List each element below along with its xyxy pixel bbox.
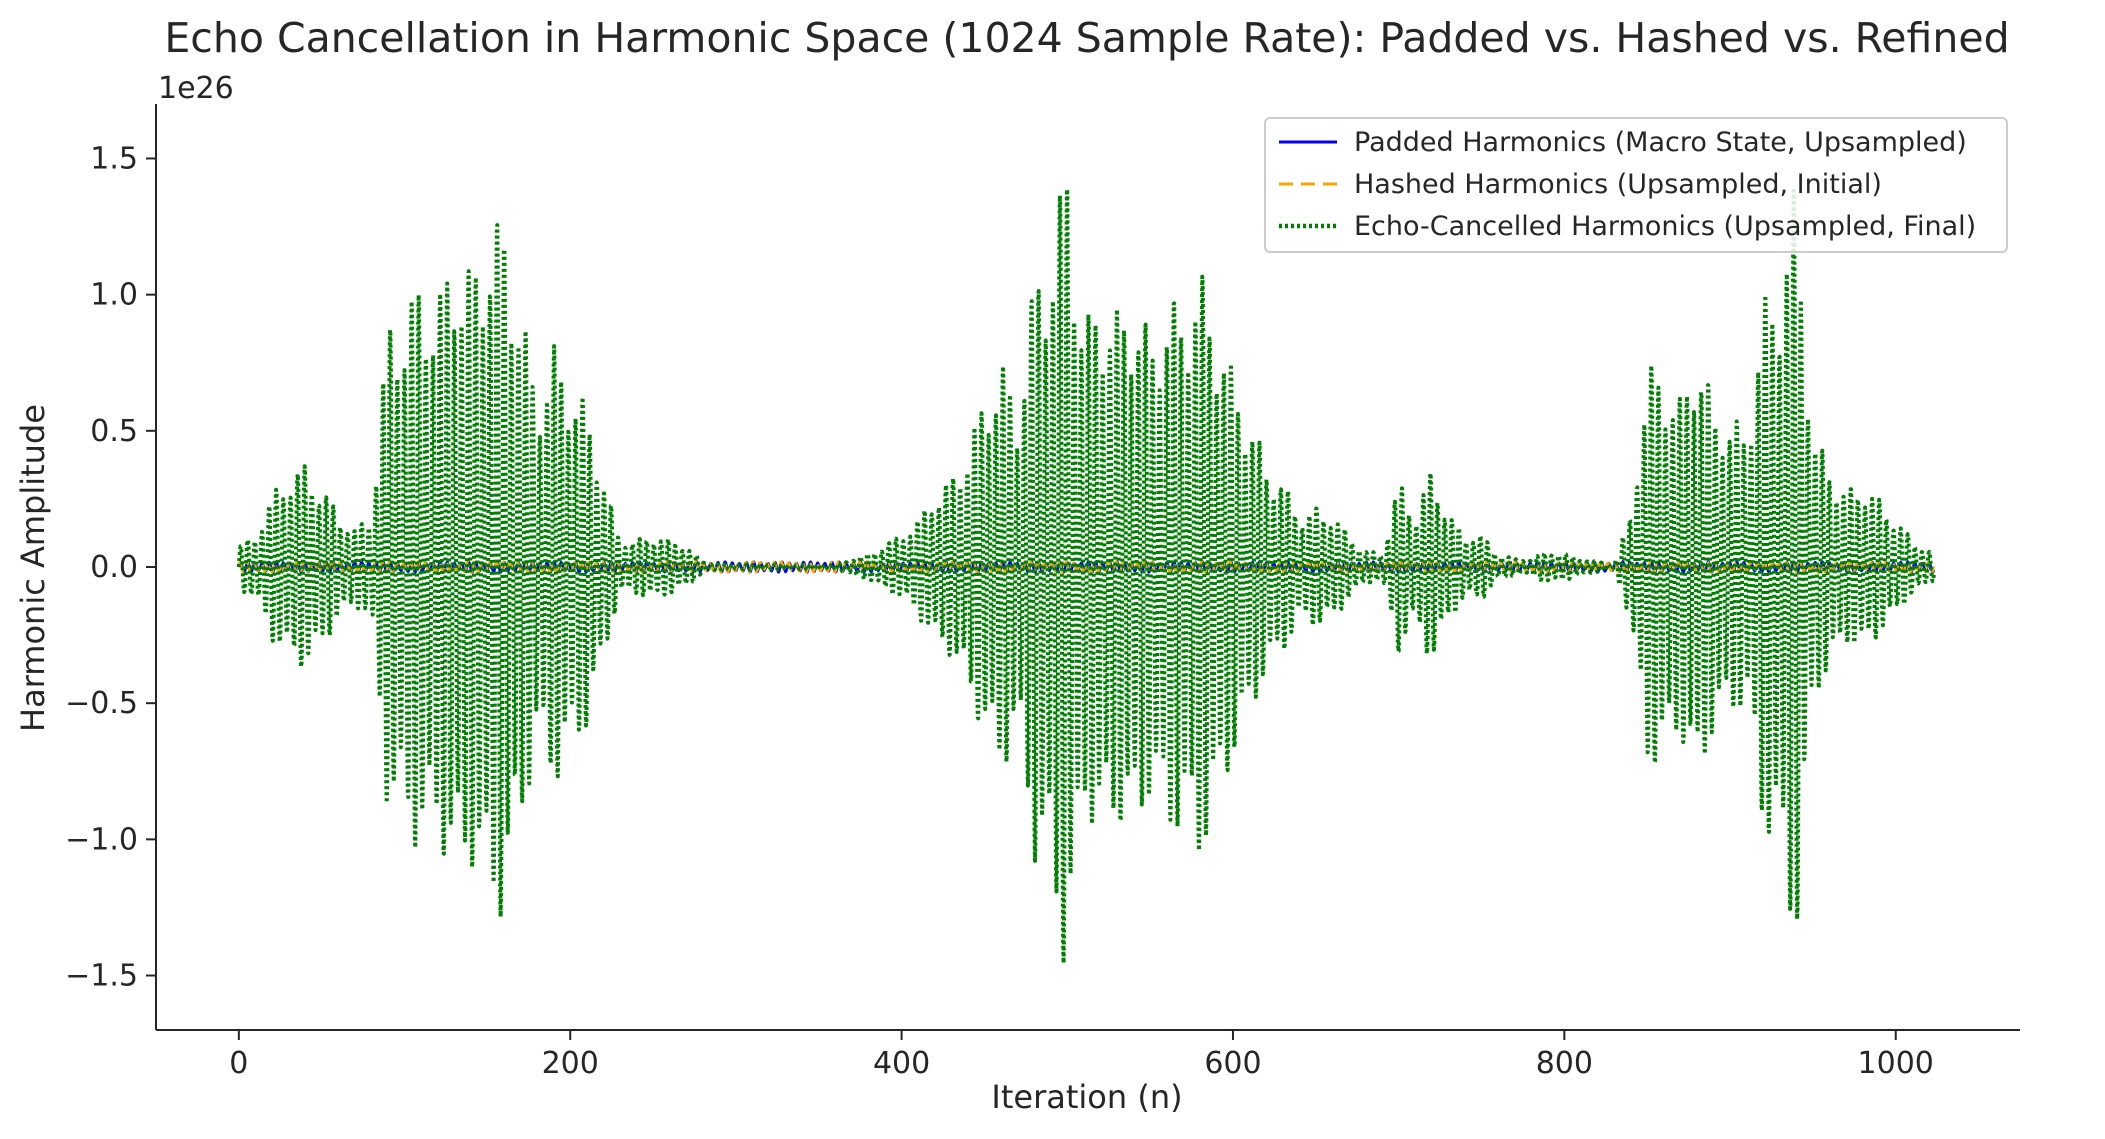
x-tick-label: 1000 bbox=[1858, 1046, 1934, 1081]
y-tick-label: 1.5 bbox=[90, 141, 138, 176]
legend-entry-label: Hashed Harmonics (Upsampled, Initial) bbox=[1354, 169, 1882, 200]
legend: Padded Harmonics (Macro State, Upsampled… bbox=[1264, 117, 2008, 253]
y-tick-label: −1.0 bbox=[65, 822, 138, 857]
y-tick-label: −1.5 bbox=[65, 959, 138, 994]
x-tick-label: 800 bbox=[1536, 1046, 1593, 1081]
series-line-3 bbox=[236, 187, 1936, 966]
y-axis-ticks: −1.5 −1.0 −0.5 0.0 0.5 1.0 1.5 bbox=[65, 141, 156, 994]
y-axis-label: Harmonic Amplitude bbox=[14, 404, 52, 732]
x-tick-label: 600 bbox=[1204, 1046, 1261, 1081]
legend-box bbox=[1264, 117, 2008, 253]
y-tick-label: −0.5 bbox=[65, 686, 138, 721]
x-axis-ticks: 0 200 400 600 800 1000 bbox=[229, 1030, 1934, 1081]
y-tick-label: 1.0 bbox=[90, 278, 138, 313]
y-tick-label: 0.0 bbox=[90, 550, 138, 585]
plot-area bbox=[236, 187, 1936, 966]
x-axis-label: Iteration (n) bbox=[991, 1078, 1182, 1116]
legend-entry-label: Padded Harmonics (Macro State, Upsampled… bbox=[1354, 127, 1967, 158]
y-axis-offset-label: 1e26 bbox=[158, 71, 234, 106]
y-tick-label: 0.5 bbox=[90, 414, 138, 449]
x-tick-label: 200 bbox=[542, 1046, 599, 1081]
legend-entry-label: Echo-Cancelled Harmonics (Upsampled, Fin… bbox=[1354, 211, 1976, 242]
x-tick-label: 400 bbox=[873, 1046, 930, 1081]
x-tick-label: 0 bbox=[229, 1046, 248, 1081]
chart-title: Echo Cancellation in Harmonic Space (102… bbox=[164, 14, 2009, 62]
